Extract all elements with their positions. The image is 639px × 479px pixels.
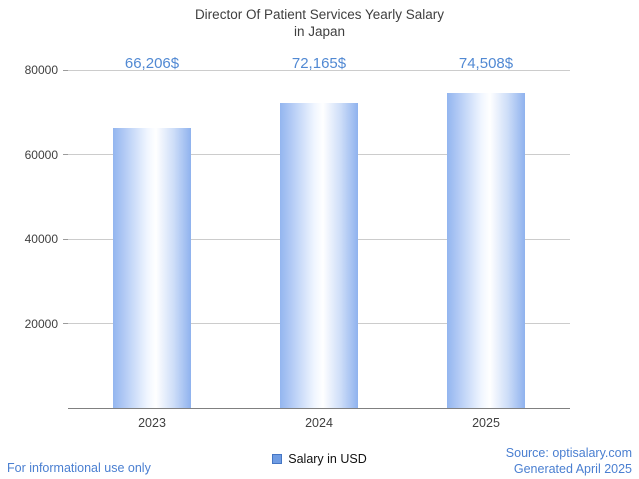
plot-area xyxy=(63,69,570,409)
y-axis-tickmark xyxy=(63,238,68,240)
source-info: Source: optisalary.com Generated April 2… xyxy=(506,446,632,477)
y-axis-tickmark xyxy=(63,323,68,324)
bar-2023[interactable] xyxy=(113,128,191,408)
legend-marker-icon xyxy=(272,454,283,464)
bar-2024[interactable] xyxy=(280,103,358,408)
y-axis-tickmark xyxy=(63,154,68,155)
chart-title-line-1: Director Of Patient Services Yearly Sala… xyxy=(194,7,445,22)
y-axis-tickmark xyxy=(63,69,68,71)
bar-value-label: 74,508$ xyxy=(458,55,514,72)
y-tick-label: 80000 xyxy=(24,63,58,77)
chart-title-line-2: in Japan xyxy=(293,24,346,39)
chart-title: Director Of Patient Services Yearly Sala… xyxy=(0,6,639,40)
gridline xyxy=(68,69,570,71)
x-tick-label: 2024 xyxy=(305,416,333,430)
bar-value-label: 72,165$ xyxy=(291,55,347,72)
source-link[interactable]: Source: optisalary.com xyxy=(505,446,632,460)
disclaimer-text: For informational use only xyxy=(7,461,151,475)
bar-2025[interactable] xyxy=(447,93,525,408)
y-tick-label: 60000 xyxy=(24,147,58,162)
legend: Salary in USD xyxy=(0,452,639,466)
legend-label: Salary in USD xyxy=(288,452,367,466)
y-tick-label: 40000 xyxy=(24,232,58,246)
y-tick-label: 20000 xyxy=(24,316,58,331)
x-tick-label: 2025 xyxy=(472,416,500,430)
generated-text: Generated April 2025 xyxy=(513,461,632,476)
x-tick-label: 2023 xyxy=(138,416,166,430)
bar-value-label: 66,206$ xyxy=(124,55,180,72)
